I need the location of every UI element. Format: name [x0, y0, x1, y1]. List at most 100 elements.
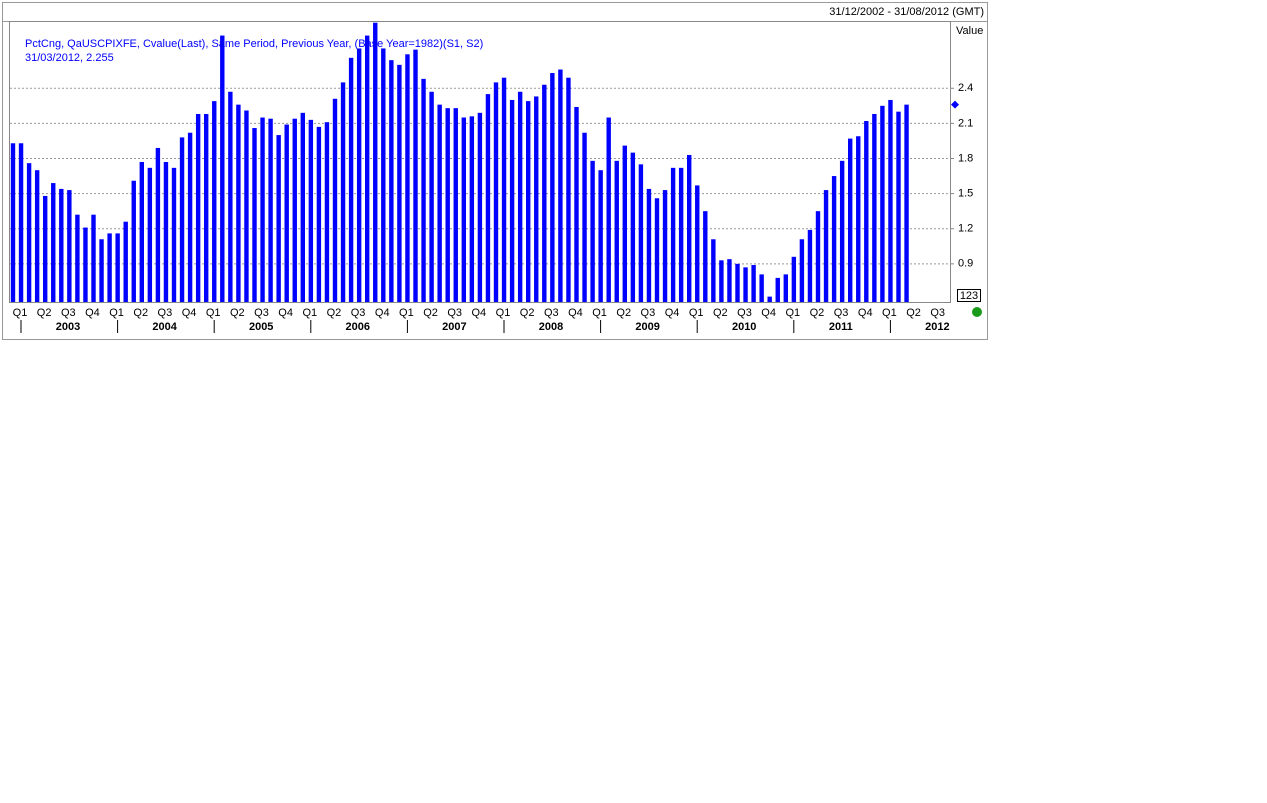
x-year-label: 2011 [829, 321, 853, 333]
bar [147, 167, 153, 302]
x-quarter-label: Q3 [930, 307, 945, 319]
bar [67, 190, 72, 302]
bar [598, 170, 603, 302]
bar [590, 160, 595, 302]
bar [220, 35, 225, 303]
bar [888, 99, 893, 302]
bar [300, 112, 305, 302]
bar [155, 147, 161, 302]
x-year-label: 2009 [635, 321, 659, 333]
bar [348, 57, 354, 302]
x-quarter-label: Q3 [834, 307, 849, 319]
bar [421, 78, 426, 302]
bar [670, 167, 676, 302]
x-quarter-label: Q3 [641, 307, 656, 319]
bar [614, 160, 619, 302]
y-tick-label: 1.2 [958, 223, 973, 235]
x-quarter-label: Q2 [713, 307, 728, 319]
bar [179, 137, 185, 302]
y-tick-label: 2.4 [958, 82, 973, 94]
bar [99, 239, 104, 302]
x-quarter-label: Q4 [182, 307, 197, 319]
bar [139, 162, 144, 302]
bar [91, 214, 96, 302]
bar [550, 73, 555, 302]
x-quarter-label: Q2 [423, 307, 438, 319]
bar [703, 211, 708, 302]
bar [493, 82, 499, 302]
bar [340, 82, 346, 302]
bar [244, 110, 249, 302]
bar [131, 180, 136, 302]
bar [437, 104, 442, 302]
bar [872, 114, 877, 303]
bar [123, 221, 128, 302]
x-quarter-label: Q1 [785, 307, 800, 319]
status-indicator [972, 307, 982, 317]
bar [316, 126, 322, 303]
bar [695, 185, 700, 302]
y-tick-label: 1.8 [958, 152, 973, 164]
bar [880, 105, 885, 302]
bar [43, 195, 48, 302]
bar [534, 96, 539, 303]
x-quarter-label: Q4 [375, 307, 390, 319]
axis-box [957, 289, 981, 302]
bar [759, 274, 764, 302]
bar [51, 183, 56, 302]
x-year-label: 2008 [539, 321, 563, 333]
bar [236, 104, 241, 302]
bar [308, 119, 314, 303]
bar [856, 136, 861, 302]
bar [18, 143, 24, 302]
bar [606, 117, 611, 302]
bar [429, 91, 434, 302]
x-quarter-label: Q1 [302, 307, 317, 319]
x-year-label: 2006 [346, 321, 370, 333]
bar [163, 162, 169, 302]
bar [775, 277, 780, 302]
bar [654, 198, 660, 302]
bar [526, 101, 531, 302]
bar [743, 267, 748, 302]
bar [397, 64, 402, 303]
bar [453, 108, 458, 303]
bar [542, 84, 547, 302]
bar [848, 138, 853, 302]
bar [727, 259, 732, 302]
bar [791, 256, 797, 302]
bar [864, 121, 869, 303]
x-quarter-label: Q2 [616, 307, 631, 319]
x-quarter-label: Q3 [737, 307, 752, 319]
bar [413, 49, 418, 302]
bar [622, 145, 627, 302]
bar [904, 104, 909, 302]
bar [638, 164, 644, 302]
x-quarter-label: Q1 [496, 307, 511, 319]
bar [252, 128, 257, 302]
plot-frame [9, 21, 951, 303]
x-quarter-label: Q1 [206, 307, 221, 319]
y-tick-label: 2.1 [958, 117, 973, 129]
bar [10, 143, 16, 302]
x-quarter-label: Q3 [158, 307, 173, 319]
bar [228, 91, 233, 302]
x-quarter-label: Q3 [351, 307, 366, 319]
x-year-label: 2004 [152, 321, 177, 333]
bar [574, 106, 579, 302]
bar [34, 170, 40, 302]
y-tick-label: 0.9 [958, 258, 973, 270]
bar [517, 91, 523, 302]
bar [469, 116, 475, 302]
bar [445, 108, 450, 303]
bar [630, 152, 636, 302]
bar [83, 227, 88, 302]
bar [75, 214, 80, 302]
bar [678, 167, 684, 302]
bar [115, 233, 120, 302]
x-year-label: 2010 [732, 321, 756, 333]
bar [646, 188, 652, 302]
bar [26, 163, 32, 302]
bar [783, 274, 788, 302]
